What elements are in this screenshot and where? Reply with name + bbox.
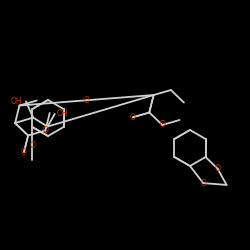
Text: O: O <box>159 120 165 130</box>
Text: O: O <box>30 140 35 149</box>
Text: O: O <box>215 164 220 173</box>
Text: O: O <box>42 126 48 135</box>
Text: O: O <box>130 113 136 122</box>
Text: O: O <box>21 148 27 156</box>
Text: O: O <box>84 96 89 105</box>
Text: O: O <box>200 178 206 188</box>
Text: OH: OH <box>57 110 68 118</box>
Text: OH: OH <box>10 97 22 106</box>
